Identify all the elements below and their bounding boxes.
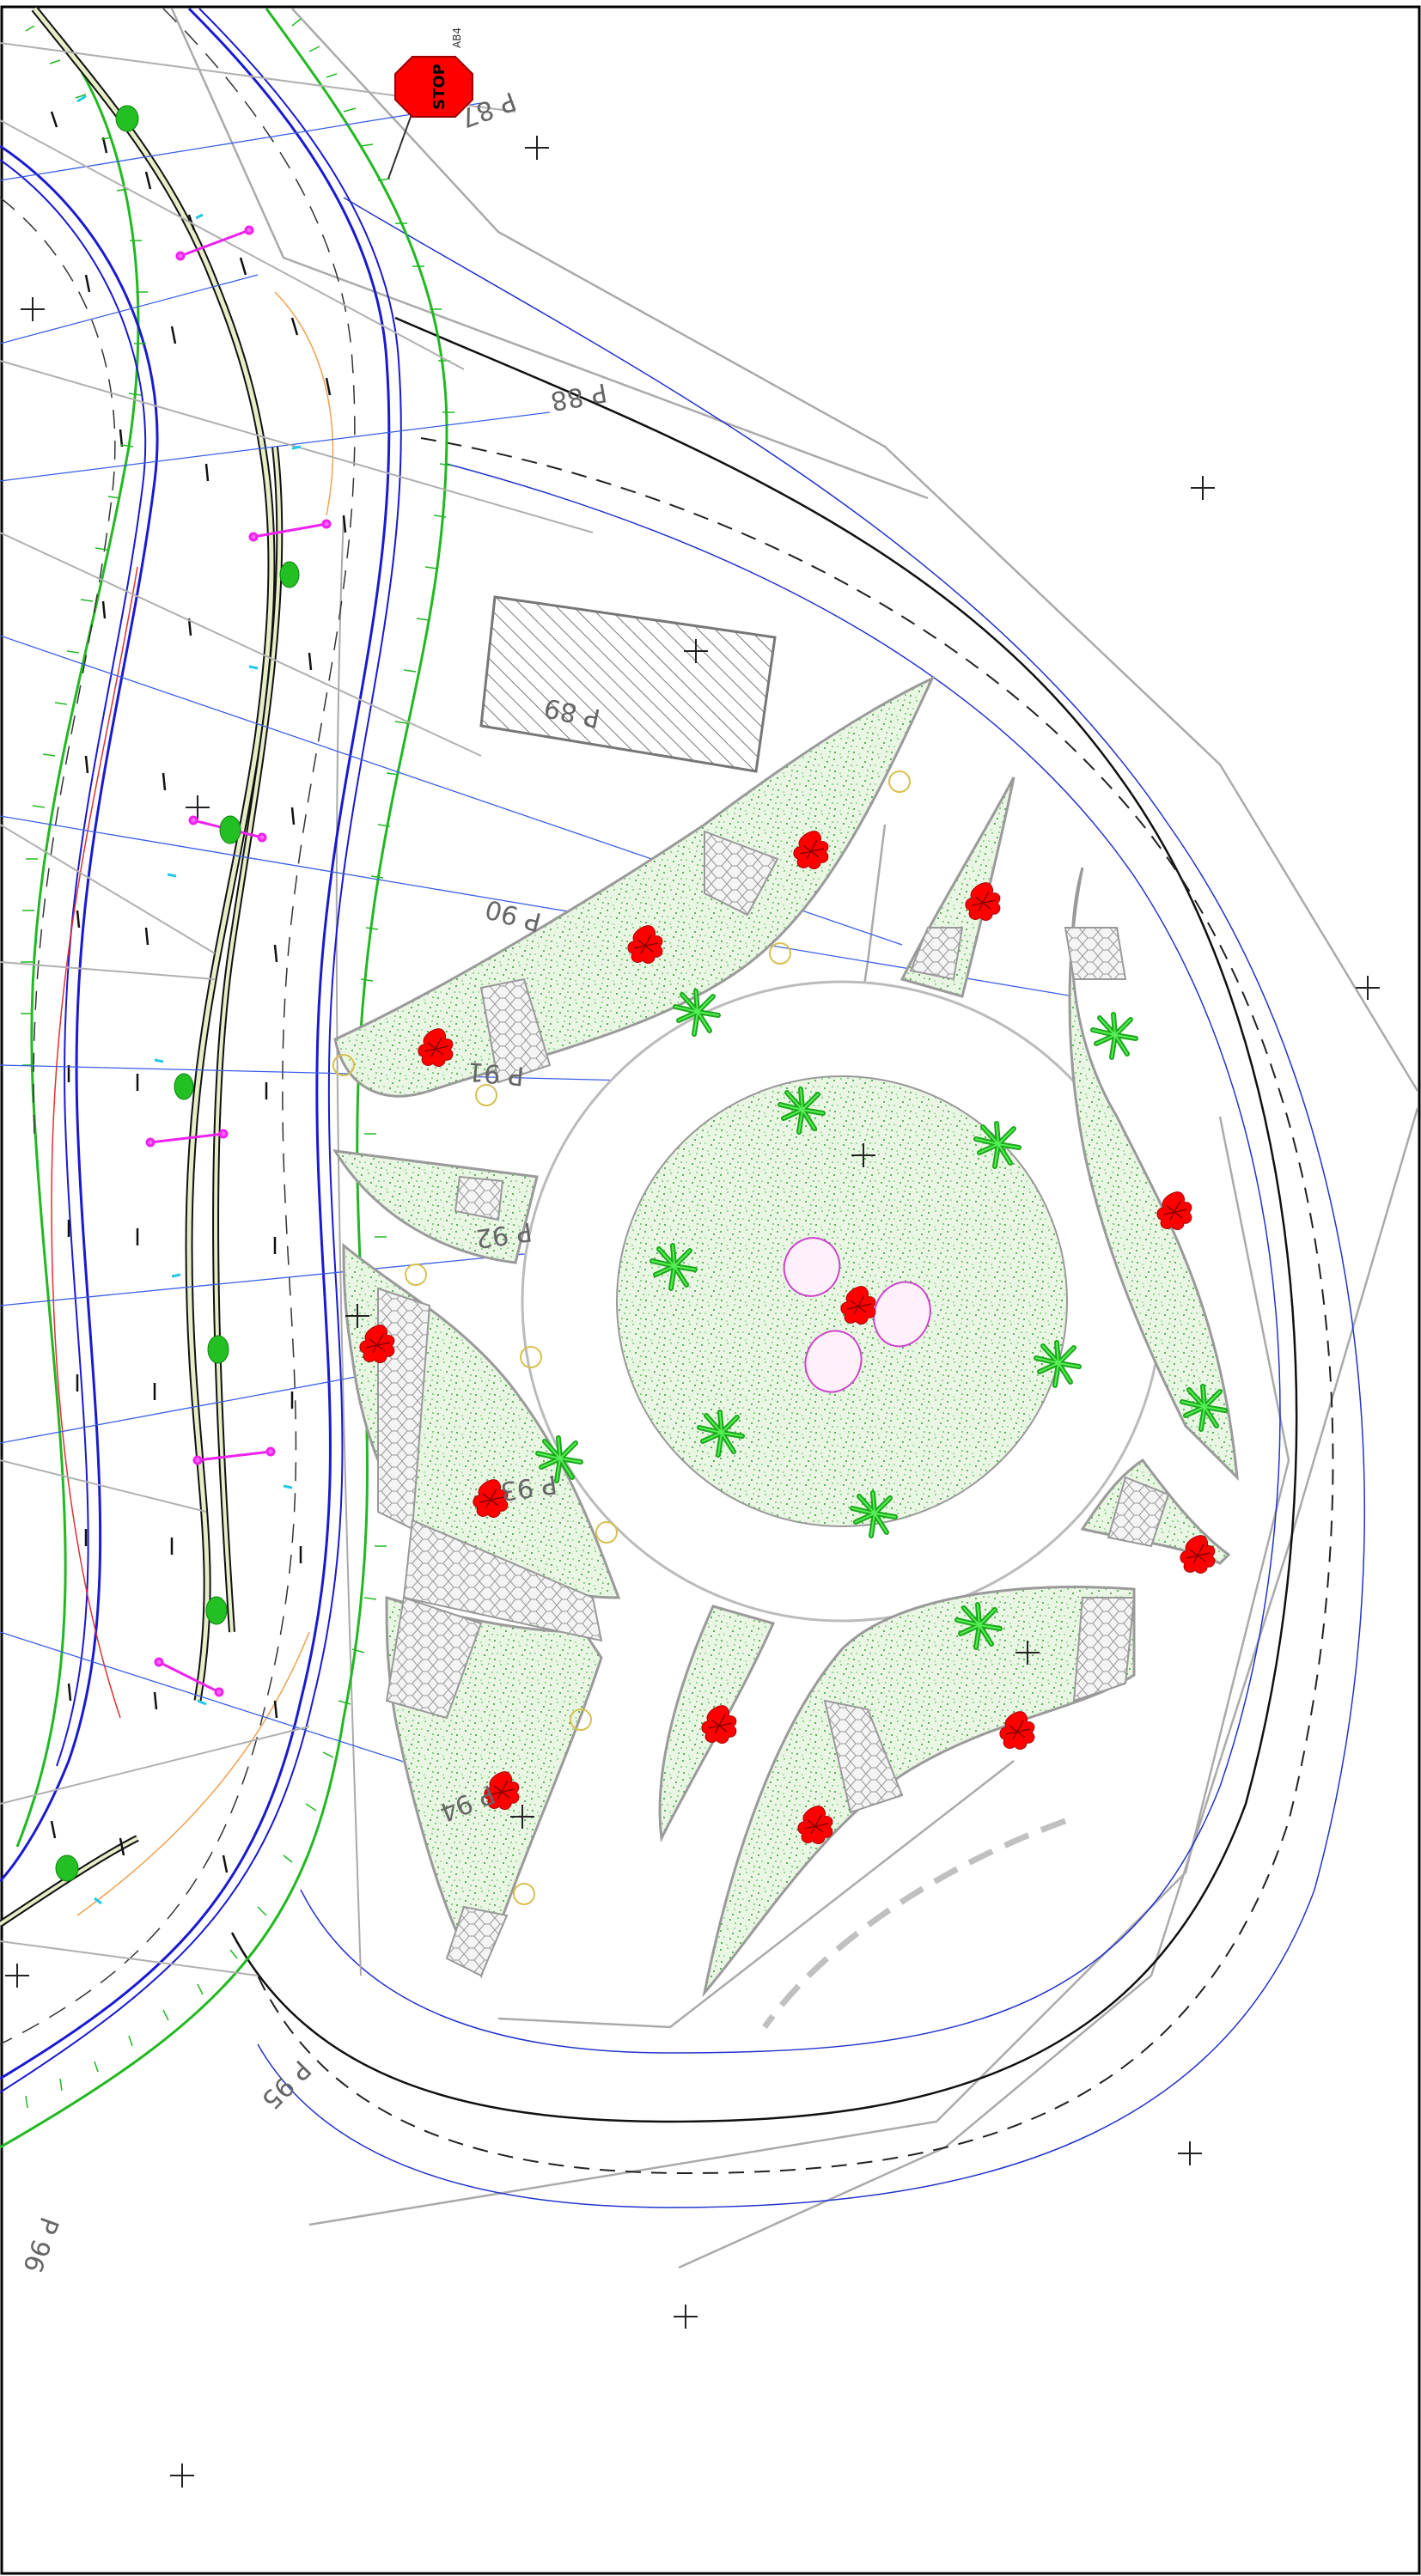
gray-section-lines	[0, 42, 594, 1976]
paver-strips	[377, 830, 1170, 1977]
section-lines	[0, 102, 1075, 1787]
sign-code: AB4	[451, 27, 463, 48]
cyan-marks	[76, 94, 302, 1905]
profile-label-p88: P 88	[548, 376, 609, 416]
profile-label-p90: P 90	[482, 893, 545, 937]
central-island	[616, 1075, 1068, 1527]
island-ellipses	[783, 1237, 931, 1393]
drawing-frame	[0, 5, 1421, 2575]
hatched-area	[479, 595, 777, 773]
left-road	[0, 6, 448, 2149]
carriageway-outline	[230, 197, 1365, 2208]
stop-sign-text: STOP	[430, 64, 448, 110]
median-shrubs	[55, 105, 300, 1882]
profile-label-p96: P 96	[16, 2213, 64, 2276]
markers	[145, 225, 332, 1697]
embankment-ticks	[21, 18, 454, 2109]
lane-dashes	[50, 111, 347, 1873]
light-posts	[332, 770, 911, 1905]
stop-sign: STOP AB4	[387, 27, 473, 180]
profile-label-p91: P 91	[467, 1056, 526, 1091]
dashed-curve	[762, 1818, 1067, 2030]
